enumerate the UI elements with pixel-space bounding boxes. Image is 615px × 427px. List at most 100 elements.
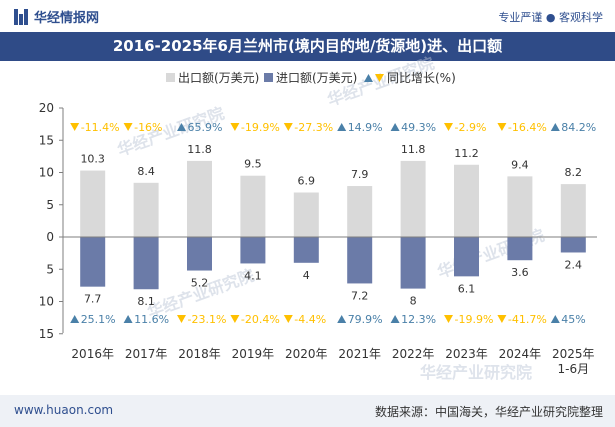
growth-export-label: 14.9% — [348, 121, 383, 134]
legend-down-triangle-icon — [375, 74, 384, 82]
brand-name: 华经情报网 — [34, 11, 100, 26]
data-label-import: 8 — [410, 295, 417, 308]
growth-export-up-triangle-icon — [390, 123, 400, 131]
growth-import-down-triangle-icon — [283, 315, 293, 323]
data-label-export: 6.9 — [298, 174, 316, 187]
legend-up-triangle-icon — [364, 74, 373, 82]
growth-import-label: -19.9% — [455, 313, 494, 326]
data-label-export: 10.3 — [80, 153, 105, 166]
growth-export-label: 84.2% — [561, 121, 596, 134]
growth-import-label: -20.4% — [241, 313, 280, 326]
tagline: 专业严谨 ● 客观科学 — [498, 11, 603, 24]
x-tick-label: 2017年 — [125, 347, 168, 361]
growth-import-up-triangle-icon — [390, 315, 400, 323]
growth-export-label: -16% — [134, 121, 162, 134]
watermark-text: 华经产业研究院 — [420, 363, 532, 382]
bars — [80, 160, 586, 290]
x-tick-label: 2024年 — [499, 347, 542, 361]
growth-import-down-triangle-icon — [497, 315, 507, 323]
growth-export-label: -27.3% — [294, 121, 333, 134]
bar-export — [80, 170, 106, 237]
footer-bar — [0, 395, 615, 427]
legend-swatch-export — [166, 73, 175, 82]
data-label-import: 6.1 — [458, 282, 476, 295]
growth-import-down-triangle-icon — [230, 315, 240, 323]
bar-import — [80, 237, 106, 287]
growth-export-label: 49.3% — [401, 121, 436, 134]
growth-import-up-triangle-icon — [337, 315, 347, 323]
bar-export — [454, 164, 479, 237]
logo-bars-icon — [14, 8, 28, 25]
growth-import-up-triangle-icon — [550, 315, 560, 323]
chart: 华经产业研究院 华经产业研究院 华经产业研究院 华经产业研究院 华经产业研究院 … — [39, 54, 597, 382]
x-tick-label: 1-6月 — [557, 362, 589, 376]
growth-import-label: 79.9% — [348, 313, 383, 326]
legend: 出口额(万美元) 进口额(万美元) 同比增长(%) — [166, 71, 456, 85]
data-label-export: 8.2 — [565, 166, 583, 179]
bar-export — [293, 192, 319, 237]
growth-import-label: -41.7% — [508, 313, 547, 326]
chart-title: 2016-2025年6月兰州市(境内目的地/货源地)进、出口额 — [112, 37, 503, 55]
data-label-import: 2.4 — [565, 258, 583, 271]
growth-import-down-triangle-icon — [177, 315, 186, 323]
bar-export — [560, 184, 586, 237]
bar-export — [347, 186, 373, 237]
bar-export — [187, 160, 212, 237]
data-label-import: 3.6 — [511, 266, 529, 279]
x-tick-label: 2020年 — [285, 347, 328, 361]
growth-import-down-triangle-icon — [444, 315, 453, 323]
growth-import-label: -23.1% — [188, 313, 227, 326]
y-axis: 20 15 10 5 0 5 10 15 — [39, 101, 64, 341]
growth-export-label: -2.9% — [455, 121, 487, 134]
y-tick-label: 20 — [39, 101, 54, 115]
title-bar — [0, 32, 615, 61]
data-label-import: 7.2 — [351, 289, 369, 302]
legend-label-export: 出口额(万美元) — [178, 71, 259, 85]
y-tick-label: 5 — [46, 262, 54, 276]
data-label-export: 11.2 — [454, 147, 479, 160]
x-tick-label: 2016年 — [71, 347, 114, 361]
x-axis: 2016年 2017年 2018年 2019年 2020年 2021年 2022年 2023年… — [63, 236, 597, 376]
bar-export — [400, 160, 426, 237]
data-label-import: 4 — [303, 269, 310, 282]
data-labels: 10.3 7.7 8.4 8.1 11.8 5.2 9.5 4.1 6.9 4 7.9 7.2 11.8… — [80, 143, 582, 308]
growth-import-label: 45% — [561, 313, 585, 326]
growth-export-up-triangle-icon — [177, 123, 186, 131]
footer-url[interactable]: www.huaon.com — [14, 403, 114, 417]
bar-import — [133, 237, 159, 290]
bar-import — [293, 237, 319, 263]
bar-import — [187, 237, 212, 271]
growth-export-up-triangle-icon — [337, 123, 347, 131]
top-bar: 华经情报网 专业严谨 ● 客观科学 — [0, 0, 615, 32]
footer-source: 数据来源：中国海关，华经产业研究院整理 — [374, 405, 603, 419]
data-label-import: 7.7 — [84, 293, 102, 306]
growth-export-down-triangle-icon — [70, 123, 80, 131]
y-tick-label: 5 — [46, 198, 54, 212]
data-label-import: 4.1 — [244, 269, 262, 282]
growth-export-down-triangle-icon — [230, 123, 240, 131]
x-tick-label: 2018年 — [178, 347, 221, 361]
brand-logo[interactable]: 华经情报网 — [14, 7, 99, 26]
growth-labels: -11.4% 25.1% -16% 11.6% 65.9% -23.1% -19.9% -20… — [70, 121, 596, 326]
growth-export-down-triangle-icon — [123, 123, 133, 131]
bar-export — [133, 182, 159, 237]
bar-import — [507, 237, 533, 261]
growth-export-label: 65.9% — [188, 121, 223, 134]
data-label-import: 8.1 — [137, 295, 155, 308]
y-tick-label: 10 — [39, 166, 54, 180]
y-tick-label: 0 — [46, 230, 54, 244]
data-label-import: 5.2 — [191, 277, 209, 290]
bar-import — [240, 237, 266, 264]
growth-import-up-triangle-icon — [70, 315, 80, 323]
bar-import — [560, 237, 586, 253]
growth-import-up-triangle-icon — [123, 315, 133, 323]
growth-export-label: -16.4% — [508, 121, 547, 134]
growth-import-label: 25.1% — [81, 313, 116, 326]
growth-export-down-triangle-icon — [497, 123, 507, 131]
x-tick-label: 2023年 — [445, 347, 488, 361]
data-label-export: 7.9 — [351, 168, 369, 181]
growth-export-down-triangle-icon — [283, 123, 293, 131]
y-tick-label: 15 — [39, 327, 54, 341]
legend-swatch-import — [264, 73, 273, 82]
x-tick-label: 2019年 — [232, 347, 275, 361]
